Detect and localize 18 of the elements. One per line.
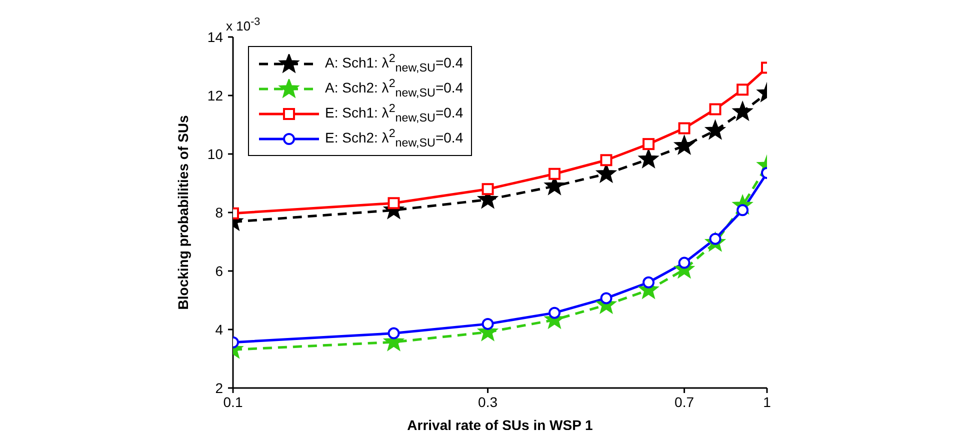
text: x 10$^{-3}$ (226, 16, 260, 34)
y-tick-label: 10 (207, 146, 224, 162)
y-tick-label: 12 (207, 87, 224, 104)
x-tick-label: 0.1 (223, 394, 243, 410)
x-tick-label: 0.3 (478, 394, 498, 410)
x-axis-title: Arrival rate of SUs in WSP 1 (407, 417, 594, 433)
y-axis-title: Blocking probabilities of SUs (174, 115, 191, 310)
legend-label: A: Sch2: λ$^{2}$$_{new,SU}$=0.4 (325, 77, 464, 100)
x-tick-label: 1 (763, 394, 772, 410)
x-tick-label: 0.7 (674, 394, 694, 410)
legend-label: E: Sch1: λ$^{2}$$_{new,SU}$=0.4 (325, 102, 464, 125)
y-tick-label: 6 (215, 262, 224, 279)
y-tick-label: 14 (207, 28, 224, 45)
y-tick-label: 4 (215, 321, 224, 338)
y-tick-label: 8 (215, 204, 224, 220)
legend-label: A: Sch1: λ$^{2}$$_{new,SU}$=0.4 (325, 52, 464, 75)
legend-label: E: Sch2: λ$^{2}$$_{new,SU}$=0.4 (325, 127, 464, 150)
y-tick-label: 2 (215, 380, 224, 396)
